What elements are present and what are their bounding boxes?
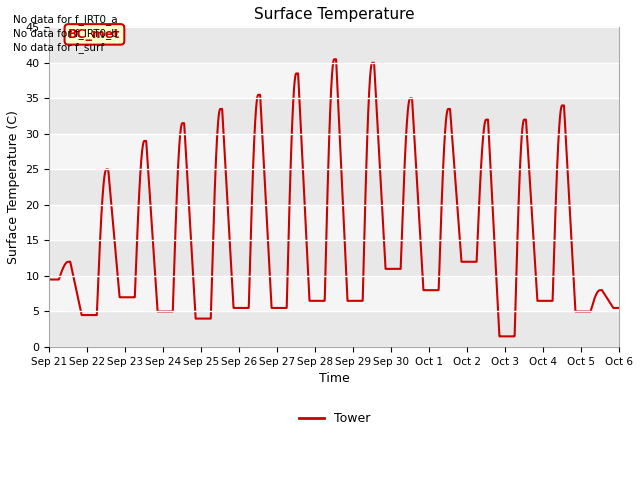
- Bar: [49, 240, 619, 276]
- X-axis label: Time: Time: [319, 372, 349, 385]
- Y-axis label: Surface Temperature (C): Surface Temperature (C): [7, 110, 20, 264]
- Title: Surface Temperature: Surface Temperature: [254, 7, 415, 22]
- Bar: [49, 312, 619, 347]
- Bar: [49, 134, 619, 169]
- Bar: [49, 205, 619, 240]
- Legend: Tower: Tower: [294, 408, 375, 430]
- Bar: [49, 276, 619, 312]
- Text: No data for f_IRT0_a: No data for f_IRT0_a: [13, 13, 117, 24]
- Bar: [49, 27, 619, 63]
- Text: BC_met: BC_met: [68, 28, 120, 41]
- Text: No data for f_IRT0_b: No data for f_IRT0_b: [13, 28, 118, 39]
- Text: No data for f_surf: No data for f_surf: [13, 42, 104, 53]
- Bar: [49, 98, 619, 134]
- Bar: [49, 169, 619, 205]
- Bar: [49, 63, 619, 98]
